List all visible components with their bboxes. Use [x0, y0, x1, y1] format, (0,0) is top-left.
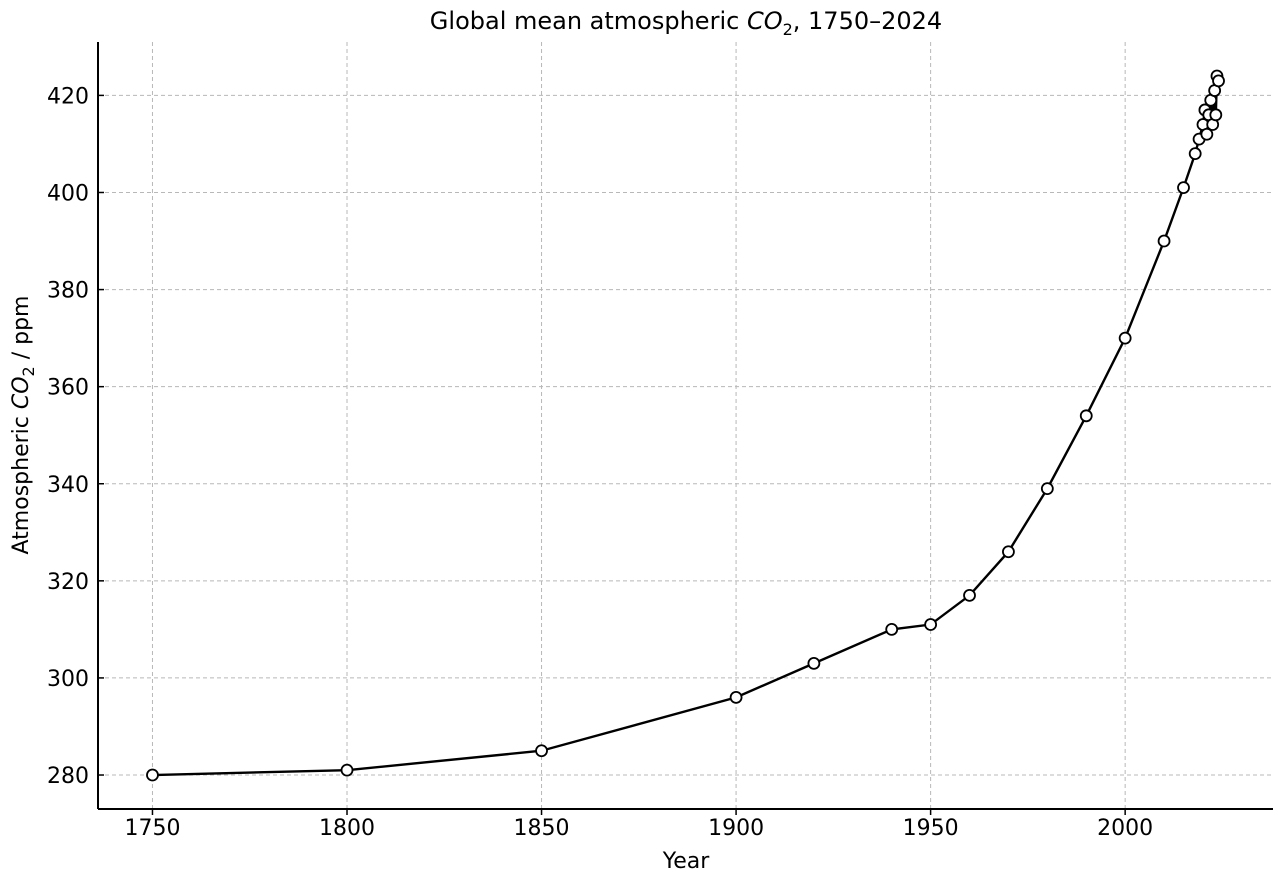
y-tick-label: 320 [47, 570, 89, 595]
data-point [1118, 331, 1132, 345]
data-point [729, 690, 743, 704]
data-point [1002, 545, 1015, 559]
data-point [1157, 234, 1171, 248]
data-point [924, 618, 938, 631]
data-point [1200, 127, 1214, 141]
grid-layer [98, 42, 1273, 809]
data-point [807, 656, 821, 670]
y-tick-label: 380 [47, 279, 89, 304]
data-point [340, 763, 354, 777]
x-tick-label: 2000 [1097, 816, 1153, 841]
ticks-layer: 1750 1800 1850 1900 1950 2000 280 300 320 340 360 3… [47, 84, 1153, 841]
data-point [1188, 147, 1202, 161]
chart-title: Global mean atmospheric CO2, 1750–2024 [430, 7, 942, 39]
data-point [146, 768, 159, 782]
y-tick-label: 400 [47, 181, 89, 206]
x-axis-label: Year [662, 849, 711, 874]
series-layer [146, 69, 1225, 782]
y-axis-label: Atmospheric CO2 / ppm [9, 296, 38, 555]
data-point [1209, 108, 1223, 122]
axes-layer [97, 42, 1273, 810]
data-point [1040, 482, 1054, 496]
data-point [1177, 181, 1190, 195]
y-tick-label: 360 [47, 376, 89, 401]
data-point [963, 589, 976, 602]
x-tick-label: 1750 [124, 816, 180, 841]
y-tick-label: 280 [47, 764, 89, 789]
data-point [1079, 409, 1093, 423]
data-point [885, 622, 899, 636]
y-tick-label: 300 [47, 667, 89, 692]
x-tick-label: 1800 [319, 816, 375, 841]
data-point [535, 744, 548, 758]
y-tick-label: 420 [47, 84, 89, 109]
y-tick-label: 340 [47, 473, 89, 498]
x-tick-label: 1850 [514, 816, 570, 841]
data-point [1212, 74, 1225, 88]
x-tick-label: 1900 [708, 816, 764, 841]
series-line [152, 75, 1220, 777]
x-tick-label: 1950 [903, 816, 959, 841]
